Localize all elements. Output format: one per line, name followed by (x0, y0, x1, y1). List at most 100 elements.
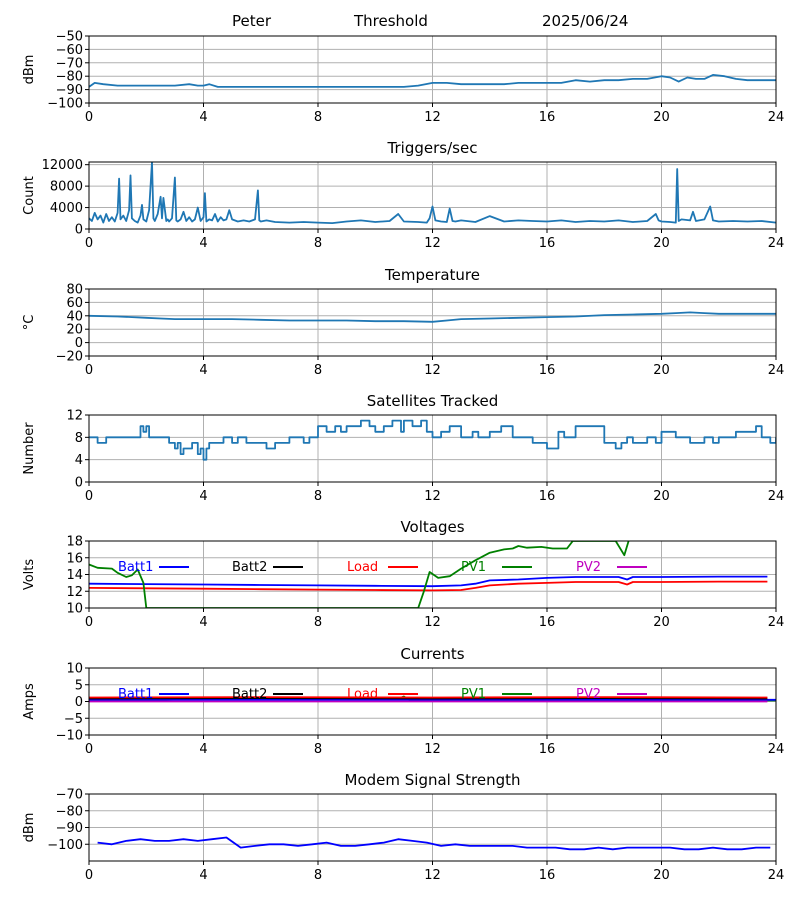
series-line-satellites (89, 419, 776, 461)
chart-title: Satellites Tracked (367, 392, 498, 410)
y-tick-label: −5 (64, 712, 83, 727)
legend-label-batt2: Batt2 (232, 687, 267, 702)
x-tick-label: 12 (424, 363, 441, 378)
chart-title: Triggers/sec (387, 139, 478, 157)
y-tick-label: −20 (56, 350, 83, 365)
chart-title: Voltages (400, 518, 464, 536)
y-tick-label: −80 (56, 70, 83, 85)
series-line-batt1 (89, 575, 768, 588)
x-tick-label: 8 (314, 742, 322, 757)
legend-label-pv2: PV2 (576, 560, 601, 575)
y-tick-label: 12000 (42, 158, 83, 173)
x-tick-label: 0 (85, 615, 93, 630)
y-tick-label: −70 (56, 56, 83, 71)
x-tick-label: 20 (653, 363, 670, 378)
y-tick-label: −90 (56, 821, 83, 836)
series-line-load (89, 580, 768, 592)
x-tick-label: 4 (199, 489, 207, 504)
x-tick-label: 24 (768, 615, 785, 630)
x-tick-label: 20 (653, 742, 670, 757)
y-tick-label: −100 (47, 97, 83, 112)
x-tick-label: 8 (314, 868, 322, 883)
y-axis-label: Amps (22, 683, 37, 720)
x-tick-label: 0 (85, 236, 93, 251)
x-tick-label: 4 (199, 236, 207, 251)
series-line-triggers (89, 162, 776, 225)
y-tick-label: −90 (56, 83, 83, 98)
series-line-temperature (89, 311, 776, 323)
legend-label-batt1: Batt1 (118, 560, 153, 575)
x-tick-label: 0 (85, 742, 93, 757)
y-tick-label: 18 (66, 535, 83, 550)
x-tick-label: 8 (314, 615, 322, 630)
x-tick-label: 16 (539, 615, 556, 630)
y-tick-label: 4000 (50, 201, 83, 216)
x-tick-label: 0 (85, 489, 93, 504)
series-line-modem (97, 836, 771, 851)
x-tick-label: 4 (199, 363, 207, 378)
x-tick-label: 12 (424, 489, 441, 504)
y-tick-label: 12 (66, 409, 83, 424)
y-tick-label: 60 (66, 296, 83, 311)
x-tick-label: 0 (85, 363, 93, 378)
y-tick-label: 8 (75, 431, 83, 446)
y-axis-label: Count (22, 176, 37, 215)
x-tick-label: 24 (768, 742, 785, 757)
y-tick-label: 4 (75, 453, 83, 468)
x-tick-label: 12 (424, 868, 441, 883)
y-tick-label: 0 (75, 695, 83, 710)
x-tick-label: 24 (768, 363, 785, 378)
legend-label-batt2: Batt2 (232, 560, 267, 575)
chart-title: Temperature (384, 266, 480, 284)
x-tick-label: 12 (424, 236, 441, 251)
x-tick-label: 4 (199, 110, 207, 125)
y-tick-label: 8000 (50, 180, 83, 195)
x-tick-label: 4 (199, 615, 207, 630)
legend-label-load: Load (347, 687, 378, 702)
x-tick-label: 20 (653, 110, 670, 125)
x-tick-label: 24 (768, 110, 785, 125)
y-tick-label: 12 (66, 585, 83, 600)
series-line-signal (89, 74, 776, 88)
x-tick-label: 24 (768, 489, 785, 504)
legend-label-pv1: PV1 (461, 687, 486, 702)
y-tick-label: 14 (66, 568, 83, 583)
x-tick-label: 20 (653, 868, 670, 883)
header-station: Peter (232, 12, 272, 30)
x-tick-label: 0 (85, 868, 93, 883)
x-tick-label: 12 (424, 110, 441, 125)
x-tick-label: 8 (314, 489, 322, 504)
y-axis-label: Volts (22, 559, 37, 591)
series-line-pv1 (89, 541, 630, 608)
x-tick-label: 4 (199, 742, 207, 757)
x-tick-label: 20 (653, 615, 670, 630)
y-tick-label: −10 (56, 729, 83, 744)
chart-title: Currents (400, 645, 464, 663)
y-tick-label: −70 (56, 788, 83, 803)
chart-title: Modem Signal Strength (345, 771, 521, 789)
x-tick-label: 8 (314, 110, 322, 125)
y-axis-label: dBm (22, 55, 37, 85)
y-tick-label: 10 (66, 662, 83, 677)
x-tick-label: 16 (539, 489, 556, 504)
x-tick-label: 12 (424, 615, 441, 630)
y-tick-label: 80 (66, 283, 83, 298)
y-tick-label: −60 (56, 43, 83, 58)
y-tick-label: 5 (75, 678, 83, 693)
x-tick-label: 16 (539, 110, 556, 125)
y-tick-label: 0 (75, 476, 83, 491)
x-tick-label: 24 (768, 236, 785, 251)
x-tick-label: 16 (539, 236, 556, 251)
x-tick-label: 20 (653, 489, 670, 504)
y-tick-label: 16 (66, 551, 83, 566)
y-tick-label: 0 (75, 223, 83, 238)
x-tick-label: 4 (199, 868, 207, 883)
x-tick-label: 16 (539, 742, 556, 757)
legend-label-pv2: PV2 (576, 687, 601, 702)
x-tick-label: 0 (85, 110, 93, 125)
y-axis-label: °C (22, 315, 37, 331)
legend-label-pv1: PV1 (461, 560, 486, 575)
y-tick-label: 40 (66, 309, 83, 324)
x-tick-label: 20 (653, 236, 670, 251)
